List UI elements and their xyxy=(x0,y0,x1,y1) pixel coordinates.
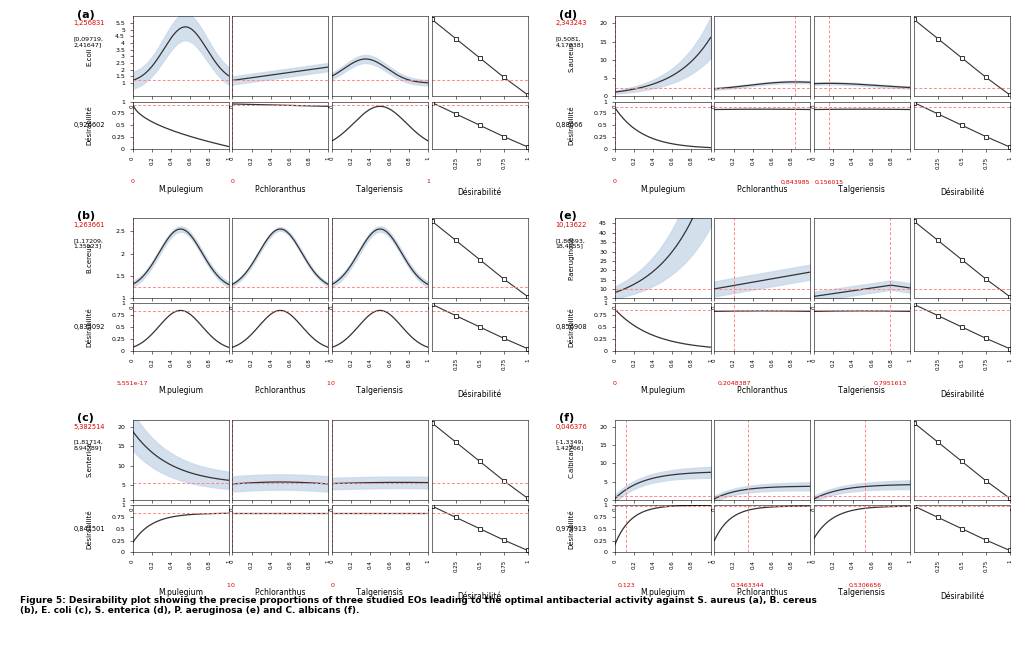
Text: 1: 1 xyxy=(226,583,230,588)
Text: 0,156015: 0,156015 xyxy=(814,180,843,184)
Text: 0: 0 xyxy=(612,180,616,184)
Text: Désirabilité: Désirabilité xyxy=(87,307,93,347)
X-axis label: Désirabilité: Désirabilité xyxy=(458,592,501,601)
X-axis label: Désirabilité: Désirabilité xyxy=(458,188,501,197)
Text: C.albicans: C.albicans xyxy=(568,442,574,478)
X-axis label: Désirabilité: Désirabilité xyxy=(938,592,983,601)
Text: 0: 0 xyxy=(230,180,234,184)
Text: 0,856908: 0,856908 xyxy=(554,324,586,330)
X-axis label: Désirabilité: Désirabilité xyxy=(458,390,501,399)
Text: S.enterica: S.enterica xyxy=(87,442,93,477)
Text: Désirabilité: Désirabilité xyxy=(87,509,93,548)
Text: E.coli: E.coli xyxy=(87,47,93,66)
Text: 0,835092: 0,835092 xyxy=(73,324,105,330)
Text: [1,86693,
18,4055]: [1,86693, 18,4055] xyxy=(554,238,585,249)
X-axis label: P.chloranthus: P.chloranthus xyxy=(255,588,306,597)
X-axis label: Désirabilité: Désirabilité xyxy=(938,390,983,399)
Text: 0,7951613: 0,7951613 xyxy=(873,381,906,386)
Text: 0,5306656: 0,5306656 xyxy=(848,583,880,588)
Text: [0,09719,
2,41647]: [0,09719, 2,41647] xyxy=(73,36,103,47)
Text: (c): (c) xyxy=(76,413,94,423)
Text: 0: 0 xyxy=(130,180,135,184)
X-axis label: M.pulegium: M.pulegium xyxy=(158,386,203,395)
X-axis label: T.algeriensis: T.algeriensis xyxy=(356,588,404,597)
Text: Désirabilité: Désirabilité xyxy=(568,105,574,145)
Text: (e): (e) xyxy=(558,211,576,222)
Text: 0: 0 xyxy=(612,381,616,386)
X-axis label: T.algeriensis: T.algeriensis xyxy=(356,386,404,395)
Text: 0,046376: 0,046376 xyxy=(554,424,586,430)
Text: 0,88066: 0,88066 xyxy=(554,122,582,129)
X-axis label: M.pulegium: M.pulegium xyxy=(640,386,685,395)
X-axis label: T.algeriensis: T.algeriensis xyxy=(838,386,886,395)
Text: 0: 0 xyxy=(230,583,234,588)
Text: S.aureus: S.aureus xyxy=(568,41,574,72)
Text: [1,81714,
8,94789]: [1,81714, 8,94789] xyxy=(73,440,103,450)
X-axis label: P.chloranthus: P.chloranthus xyxy=(736,386,788,395)
Text: (b): (b) xyxy=(76,211,95,222)
Text: 0: 0 xyxy=(330,583,333,588)
Text: Désirabilité: Désirabilité xyxy=(568,307,574,347)
Text: P.aeruginosa: P.aeruginosa xyxy=(568,236,574,280)
Text: 0,843985: 0,843985 xyxy=(780,180,809,184)
X-axis label: P.chloranthus: P.chloranthus xyxy=(255,386,306,395)
Text: (f): (f) xyxy=(558,413,574,423)
Text: 5,551e-17: 5,551e-17 xyxy=(117,381,148,386)
Text: Désirabilité: Désirabilité xyxy=(568,509,574,548)
Text: 0,2048387: 0,2048387 xyxy=(716,381,750,386)
Text: 0,979913: 0,979913 xyxy=(554,526,586,532)
Text: 0: 0 xyxy=(330,381,333,386)
X-axis label: M.pulegium: M.pulegium xyxy=(640,588,685,597)
Text: 0,841501: 0,841501 xyxy=(73,526,105,532)
X-axis label: T.algeriensis: T.algeriensis xyxy=(356,185,404,194)
Text: B.cereus: B.cereus xyxy=(87,243,93,273)
X-axis label: P.chloranthus: P.chloranthus xyxy=(255,185,306,194)
Text: 1: 1 xyxy=(426,180,429,184)
Text: 5,382514: 5,382514 xyxy=(73,424,105,430)
Text: [0,5081,
4,17838]: [0,5081, 4,17838] xyxy=(554,36,583,47)
Text: 1,263661: 1,263661 xyxy=(73,222,104,228)
Text: (d): (d) xyxy=(558,10,577,20)
Text: 1: 1 xyxy=(326,381,330,386)
Text: (a): (a) xyxy=(76,10,95,20)
Text: 10,13622: 10,13622 xyxy=(554,222,586,228)
Text: 0,123: 0,123 xyxy=(616,583,635,588)
Text: [1,17209,
1,35523]: [1,17209, 1,35523] xyxy=(73,238,103,249)
Text: 1,256831: 1,256831 xyxy=(73,20,104,26)
X-axis label: T.algeriensis: T.algeriensis xyxy=(838,588,886,597)
Text: 0,926602: 0,926602 xyxy=(73,122,105,129)
X-axis label: Désirabilité: Désirabilité xyxy=(938,188,983,197)
X-axis label: M.pulegium: M.pulegium xyxy=(640,185,685,194)
X-axis label: M.pulegium: M.pulegium xyxy=(158,185,203,194)
Text: 2,343243: 2,343243 xyxy=(554,20,586,26)
Text: 0,3463344: 0,3463344 xyxy=(730,583,764,588)
Text: [-1,3349,
1,42766]: [-1,3349, 1,42766] xyxy=(554,440,583,450)
Text: Figure 5: Desirability plot showing the precise proportions of three studied EOs: Figure 5: Desirability plot showing the … xyxy=(20,596,816,615)
X-axis label: M.pulegium: M.pulegium xyxy=(158,588,203,597)
X-axis label: P.chloranthus: P.chloranthus xyxy=(736,588,788,597)
X-axis label: T.algeriensis: T.algeriensis xyxy=(838,185,886,194)
Text: Désirabilité: Désirabilité xyxy=(87,105,93,145)
X-axis label: P.chloranthus: P.chloranthus xyxy=(736,185,788,194)
